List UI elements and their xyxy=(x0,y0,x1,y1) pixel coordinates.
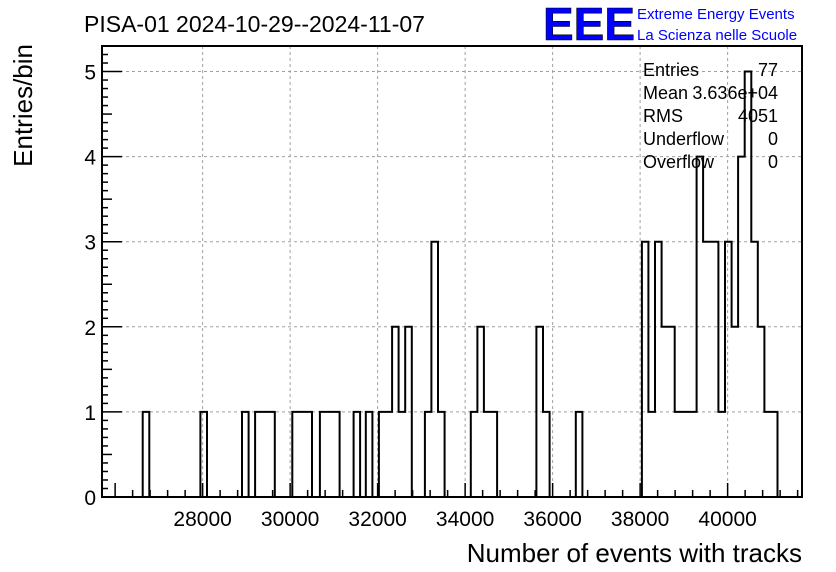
stats-value-underflow: 0 xyxy=(768,129,778,149)
y-tick-label: 5 xyxy=(84,62,96,85)
stats-label-underflow: Underflow xyxy=(643,129,725,149)
y-tick-label: 2 xyxy=(84,317,96,340)
stats-box: Entries 77 Mean 3.636e+04 RMS 4051 Under… xyxy=(643,60,778,172)
y-tick-labels: 0 1 2 3 4 5 xyxy=(84,62,96,510)
y-tick-label: 3 xyxy=(84,232,96,255)
x-axis-label: Number of events with tracks xyxy=(467,538,802,568)
stats-label-rms: RMS xyxy=(643,106,683,126)
y-axis-label: Entries/bin xyxy=(8,44,38,167)
chart-title: PISA-01 2024-10-29--2024-11-07 xyxy=(84,11,425,37)
x-tick-label: 32000 xyxy=(348,508,406,531)
stats-label-entries: Entries xyxy=(643,60,699,80)
x-tick-labels: 28000 30000 32000 34000 36000 38000 40000 xyxy=(173,508,756,531)
stats-value-entries: 77 xyxy=(758,60,778,80)
x-tick-label: 28000 xyxy=(173,508,231,531)
x-tick-label: 30000 xyxy=(261,508,319,531)
logo-line2: La Scienza nelle Scuole xyxy=(637,27,797,44)
x-tick-label: 40000 xyxy=(698,508,756,531)
y-tick-label: 4 xyxy=(84,147,96,170)
y-tick-label: 0 xyxy=(84,487,96,510)
axis-ticks xyxy=(102,53,799,498)
plot-frame xyxy=(101,45,803,498)
x-tick-label: 34000 xyxy=(436,508,494,531)
x-tick-label: 38000 xyxy=(611,508,669,531)
stats-value-overflow: 0 xyxy=(768,152,778,172)
y-tick-label: 1 xyxy=(84,402,96,425)
stats-value-mean: 3.636e+04 xyxy=(692,83,778,103)
stats-label-mean: Mean xyxy=(643,83,688,103)
stats-label-overflow: Overflow xyxy=(643,152,715,172)
x-tick-label: 36000 xyxy=(523,508,581,531)
logo-mark: EEE xyxy=(543,0,635,50)
histogram-outline xyxy=(141,70,779,497)
eee-logo: EEE Extreme Energy Events La Scienza nel… xyxy=(543,0,797,50)
stats-value-rms: 4051 xyxy=(738,106,778,126)
logo-line1: Extreme Energy Events xyxy=(637,6,795,23)
